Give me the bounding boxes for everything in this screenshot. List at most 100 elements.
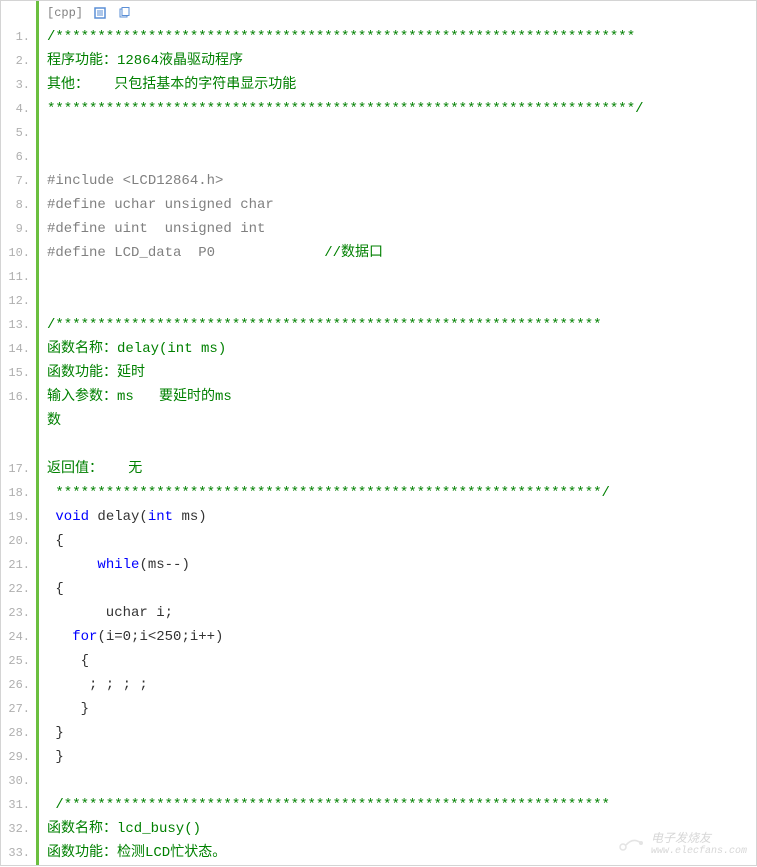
comment-token: ****************************************… xyxy=(47,101,644,117)
comment-token: 输入参数：ms 要延时的ms 数 xyxy=(47,389,232,429)
language-tag: [cpp] xyxy=(47,1,83,25)
line-number: 5. xyxy=(1,121,36,145)
code-line[interactable]: 函数功能：延时 xyxy=(47,361,756,385)
comment-token: 函数功能：延时 xyxy=(47,365,145,381)
code-line[interactable]: 其他： 只包括基本的字符串显示功能 xyxy=(47,73,756,97)
code-token: } xyxy=(47,701,89,717)
comment-token: /***************************************… xyxy=(47,317,602,333)
code-line[interactable]: ****************************************… xyxy=(47,481,756,505)
line-number: 2. xyxy=(1,49,36,73)
comment-token: /***************************************… xyxy=(47,29,635,45)
code-token: (ms--) xyxy=(139,557,189,573)
preprocessor-token: #define uint unsigned int xyxy=(47,221,265,237)
line-number: 30. xyxy=(1,769,36,793)
code-token xyxy=(47,269,55,285)
code-line[interactable]: #define LCD_data P0 //数据口 xyxy=(47,241,756,265)
copy-icon[interactable] xyxy=(117,6,131,20)
code-line[interactable]: { xyxy=(47,649,756,673)
watermark: 电子发烧友 www.elecfans.com xyxy=(617,829,747,857)
code-line[interactable]: 输入参数：ms 要延时的ms 数 xyxy=(47,385,756,433)
code-line[interactable]: } xyxy=(47,697,756,721)
line-number: 17. xyxy=(1,457,36,481)
code-line[interactable]: ; ; ; ; xyxy=(47,673,756,697)
line-number: 13. xyxy=(1,313,36,337)
code-line[interactable]: { xyxy=(47,529,756,553)
line-number: 24. xyxy=(1,625,36,649)
code-token: ; ; ; ; xyxy=(47,677,148,693)
line-number: 33. xyxy=(1,841,36,865)
code-token: } xyxy=(47,749,64,765)
code-line[interactable] xyxy=(47,433,756,457)
keyword-token: int xyxy=(148,509,173,525)
line-number: 10. xyxy=(1,241,36,265)
code-line[interactable]: } xyxy=(47,745,756,769)
code-line[interactable]: void delay(int ms) xyxy=(47,505,756,529)
gutter-header-spacer xyxy=(1,1,36,25)
code-line[interactable] xyxy=(47,265,756,289)
code-line[interactable]: ****************************************… xyxy=(47,97,756,121)
code-area: [cpp] /*********************************… xyxy=(39,1,756,865)
line-number: 4. xyxy=(1,97,36,121)
line-number: 20. xyxy=(1,529,36,553)
line-number: 32. xyxy=(1,817,36,841)
line-number: 19. xyxy=(1,505,36,529)
code-token xyxy=(47,437,55,453)
comment-token: 函数名称：lcd_busy() xyxy=(47,821,201,837)
preprocessor-token: #define LCD_data P0 xyxy=(47,245,324,261)
code-line[interactable]: uchar i; xyxy=(47,601,756,625)
preprocessor-token: #define uchar unsigned char xyxy=(47,197,274,213)
line-number: 29. xyxy=(1,745,36,769)
line-number: 28. xyxy=(1,721,36,745)
view-plain-icon[interactable] xyxy=(93,6,107,20)
code-line[interactable]: 返回值： 无 xyxy=(47,457,756,481)
line-number: 12. xyxy=(1,289,36,313)
line-number-gutter: 1.2.3.4.5.6.7.8.9.10.11.12.13.14.15.16.1… xyxy=(1,1,39,865)
comment-token: 其他： 只包括基本的字符串显示功能 xyxy=(47,77,296,93)
keyword-token: for xyxy=(72,629,97,645)
code-line[interactable] xyxy=(47,121,756,145)
line-number: 6. xyxy=(1,145,36,169)
code-line[interactable] xyxy=(47,289,756,313)
code-line[interactable]: #include <LCD12864.h> xyxy=(47,169,756,193)
line-number: 3. xyxy=(1,73,36,97)
code-token: ms) xyxy=(173,509,207,525)
line-number: 14. xyxy=(1,337,36,361)
comment-token: 函数功能：检测LCD忙状态。 xyxy=(47,845,226,861)
code-token xyxy=(47,149,55,165)
code-line[interactable]: for(i=0;i<250;i++) xyxy=(47,625,756,649)
code-line[interactable] xyxy=(47,145,756,169)
line-number: 18. xyxy=(1,481,36,505)
code-line[interactable]: /***************************************… xyxy=(47,25,756,49)
code-header: [cpp] xyxy=(47,1,756,25)
code-token: { xyxy=(47,533,64,549)
keyword-token: while xyxy=(97,557,139,573)
code-line[interactable]: #define uint unsigned int xyxy=(47,217,756,241)
code-token xyxy=(47,293,55,309)
code-line[interactable]: /***************************************… xyxy=(47,313,756,337)
comment-token: 程序功能：12864液晶驱动程序 xyxy=(47,53,243,69)
code-token: { xyxy=(47,581,64,597)
code-token: delay( xyxy=(89,509,148,525)
code-token xyxy=(47,773,55,789)
line-number: 25. xyxy=(1,649,36,673)
code-line[interactable]: #define uchar unsigned char xyxy=(47,193,756,217)
code-token: } xyxy=(47,725,64,741)
line-number: 11. xyxy=(1,265,36,289)
code-line[interactable]: 函数名称：delay(int ms) xyxy=(47,337,756,361)
preprocessor-token: #include <LCD12864.h> xyxy=(47,173,223,189)
code-line[interactable]: { xyxy=(47,577,756,601)
code-line[interactable] xyxy=(47,769,756,793)
line-number: 22. xyxy=(1,577,36,601)
line-number-blank xyxy=(1,433,36,457)
comment-token: //数据口 xyxy=(324,245,383,261)
line-number: 9. xyxy=(1,217,36,241)
code-token: uchar i; xyxy=(47,605,173,621)
watermark-url: www.elecfans.com xyxy=(651,846,747,857)
line-number: 1. xyxy=(1,25,36,49)
code-line[interactable]: 程序功能：12864液晶驱动程序 xyxy=(47,49,756,73)
code-line[interactable]: } xyxy=(47,721,756,745)
code-line[interactable]: /***************************************… xyxy=(47,793,756,817)
code-line[interactable]: while(ms--) xyxy=(47,553,756,577)
line-number: 27. xyxy=(1,697,36,721)
line-number: 31. xyxy=(1,793,36,817)
